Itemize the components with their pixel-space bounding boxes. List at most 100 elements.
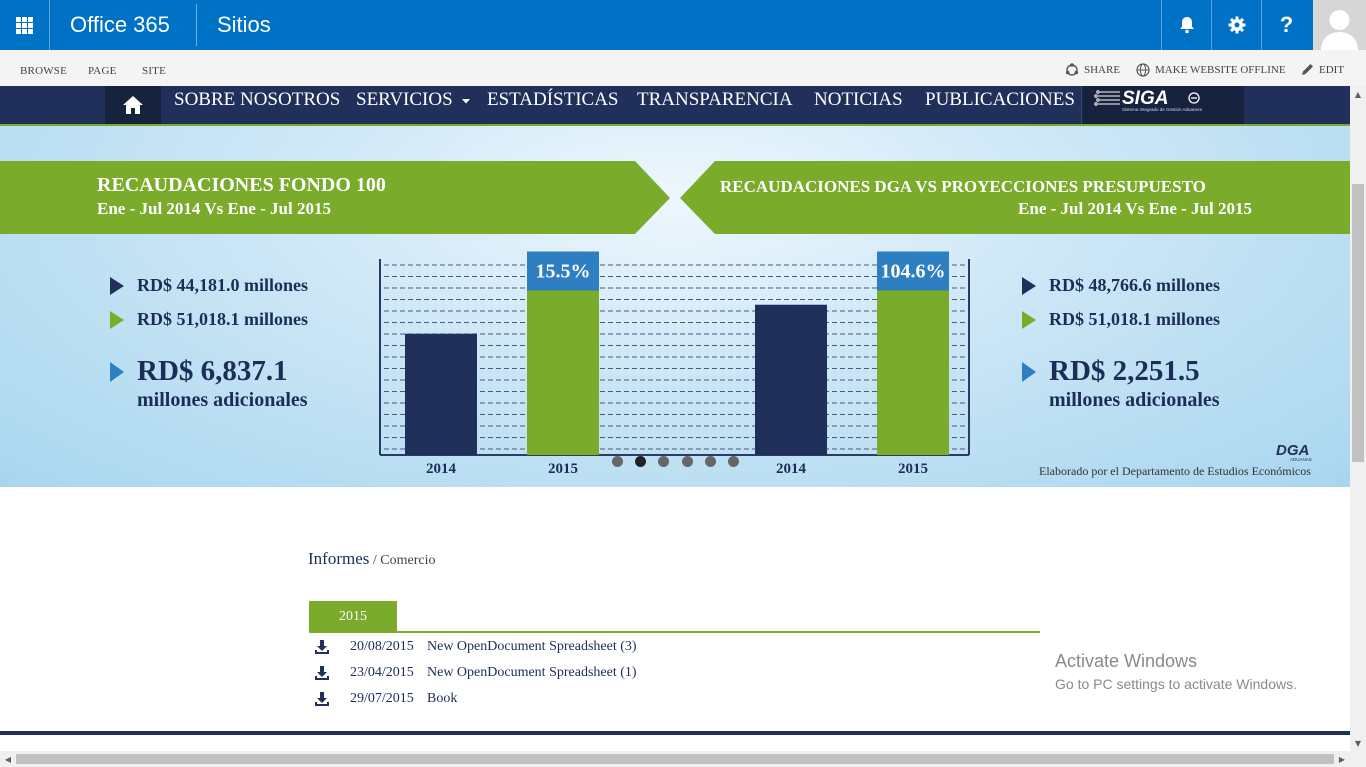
blue-triangle-icon	[1022, 362, 1036, 382]
user-avatar[interactable]	[1313, 0, 1366, 50]
siga-logo: SIGA Sistema Integrado de Gestión Aduane…	[1094, 88, 1203, 112]
scroll-right-arrow-icon[interactable]: ▶	[1338, 754, 1346, 764]
bar-2014	[405, 333, 477, 455]
data-label-box	[527, 251, 599, 291]
ribbon-tab-browse[interactable]: BROWSE	[20, 65, 68, 77]
horizontal-scroll-thumb[interactable]	[16, 754, 1334, 764]
app-launcher-button[interactable]	[0, 0, 50, 50]
left-additional-label: millones adicionales	[137, 389, 308, 411]
slide-dot[interactable]	[728, 456, 739, 467]
nav-item-servicios[interactable]: SERVICIOS	[356, 89, 471, 111]
bar-charts: 2014 2015 15.5% 2014 2015 104.6%	[379, 251, 970, 477]
breadcrumb: Informes / Comercio	[308, 549, 435, 569]
office365-suite-bar: Office 365 Sitios ?	[0, 0, 1366, 50]
download-icon[interactable]	[314, 639, 330, 655]
edit-button[interactable]: EDIT	[1301, 63, 1344, 76]
green-triangle-icon	[110, 311, 124, 329]
right-banner-subtitle: Ene - Jul 2014 Vs Ene - Jul 2015	[1018, 199, 1252, 218]
nav-item-noticias[interactable]: NOTICIAS	[814, 89, 903, 110]
banner-credit: Elaborado por el Departamento de Estudio…	[1039, 464, 1311, 478]
right-title-ribbon	[680, 161, 1350, 234]
scroll-up-arrow-icon[interactable]: ▲	[1354, 89, 1362, 99]
bar-2015	[877, 290, 949, 455]
horizontal-scrollbar[interactable]: ◀ ▶	[0, 751, 1366, 767]
file-list-item: 29/07/2015 Book	[314, 689, 457, 709]
statistics-banner-slide[interactable]: RECAUDACIONES FONDO 100 Ene - Jul 2014 V…	[0, 126, 1350, 487]
home-nav-button[interactable]	[105, 86, 161, 124]
bell-icon	[1179, 17, 1194, 34]
siga-logo-subtitle: Sistema Integrado de Gestión Aduanera	[1122, 107, 1203, 112]
slide-dot[interactable]	[635, 456, 647, 467]
banner-ribbons	[0, 161, 1350, 234]
windows-activation-watermark: Activate Windows Go to PC settings to ac…	[1055, 651, 1297, 692]
file-link[interactable]: New OpenDocument Spreadsheet (1)	[427, 665, 637, 680]
globe-icon	[1136, 63, 1150, 77]
file-date: 23/04/2015	[350, 665, 414, 680]
pencil-icon	[1302, 64, 1313, 75]
slide-dot[interactable]	[658, 456, 670, 467]
left-banner-title: RECAUDACIONES FONDO 100	[97, 174, 386, 196]
caret-down-icon	[462, 98, 471, 104]
suite-section-link[interactable]: Sitios	[217, 12, 271, 37]
file-list-item: 23/04/2015 New OpenDocument Spreadsheet …	[314, 663, 637, 683]
share-icon	[1065, 63, 1079, 76]
right-stat-2015: RD$ 51,018.1 millones	[1049, 309, 1220, 329]
help-button[interactable]: ?	[1261, 0, 1311, 50]
suite-brand[interactable]: Office 365	[70, 12, 170, 37]
site-navigation-accent	[0, 124, 1350, 126]
green-triangle-icon	[1022, 311, 1036, 329]
ribbon-bar: BROWSE PAGE SITE SHARE MAKE WEBSITE OFFL…	[0, 50, 1366, 86]
footer-band	[0, 731, 1350, 735]
bar-2015	[527, 290, 599, 455]
nav-item-sobre-nosotros[interactable]: SOBRE NOSOTROS	[174, 89, 341, 110]
nav-item-publicaciones[interactable]: PUBLICACIONES	[925, 89, 1075, 110]
home-icon	[123, 96, 143, 114]
scroll-down-arrow-icon[interactable]: ▼	[1354, 738, 1362, 748]
slide-dot[interactable]	[612, 456, 623, 467]
notifications-button[interactable]	[1161, 0, 1211, 50]
dga-logo: DGA ADUANAS	[1276, 442, 1312, 462]
slide-dot[interactable]	[681, 456, 693, 467]
user-silhouette-icon	[1321, 10, 1358, 50]
left-stat-2014: RD$ 44,181.0 millones	[137, 275, 308, 295]
file-link[interactable]: New OpenDocument Spreadsheet (3)	[427, 639, 637, 654]
vertical-scrollbar[interactable]: ▲ ▼	[1350, 86, 1366, 751]
edit-label: EDIT	[1319, 63, 1345, 76]
suite-divider	[196, 4, 197, 46]
bar-category-label: 2015	[548, 461, 578, 477]
bar-2014	[755, 304, 827, 455]
nav-item-estadisticas[interactable]: ESTADÍSTICAS	[487, 89, 619, 110]
slide-dot[interactable]	[704, 456, 716, 467]
tab-underline	[309, 631, 1040, 633]
gear-icon	[1228, 16, 1245, 34]
ribbon-tab-site[interactable]: SITE	[142, 65, 167, 77]
breadcrumb-current: Comercio	[380, 553, 436, 568]
make-offline-label: MAKE WEBSITE OFFLINE	[1155, 64, 1286, 76]
bar-category-label: 2014	[776, 461, 807, 477]
left-stat-2015: RD$ 51,018.1 millones	[137, 309, 308, 329]
file-date: 29/07/2015	[350, 691, 414, 706]
make-offline-button[interactable]: MAKE WEBSITE OFFLINE	[1136, 63, 1286, 77]
file-link[interactable]: Book	[427, 691, 458, 706]
navy-triangle-icon	[1022, 277, 1036, 295]
watermark-title: Activate Windows	[1055, 651, 1198, 671]
dga-logo-subtitle: ADUANAS	[1290, 457, 1312, 462]
download-icon[interactable]	[314, 691, 330, 707]
scroll-left-arrow-icon[interactable]: ◀	[4, 754, 12, 764]
right-stat-2014: RD$ 48,766.6 millones	[1049, 275, 1220, 295]
data-label-box	[877, 251, 949, 291]
breadcrumb-parent[interactable]: Informes	[308, 549, 370, 568]
right-banner-title: RECAUDACIONES DGA VS PROYECCIONES PRESUP…	[720, 177, 1206, 196]
watermark-subtitle: Go to PC settings to activate Windows.	[1055, 676, 1297, 692]
file-date: 20/08/2015	[350, 639, 414, 654]
left-banner-subtitle: Ene - Jul 2014 Vs Ene - Jul 2015	[97, 199, 331, 218]
settings-button[interactable]	[1211, 0, 1261, 50]
file-list-item: 20/08/2015 New OpenDocument Spreadsheet …	[314, 637, 637, 657]
nav-item-transparencia[interactable]: TRANSPARENCIA	[637, 89, 793, 110]
share-button[interactable]: SHARE	[1065, 63, 1120, 77]
year-tab-2015[interactable]: 2015	[309, 601, 397, 632]
vertical-scroll-thumb[interactable]	[1352, 184, 1364, 462]
download-icon[interactable]	[314, 665, 330, 681]
ribbon-tab-page[interactable]: PAGE	[88, 65, 117, 77]
siga-logo-link[interactable]: SIGA Sistema Integrado de Gestión Aduane…	[1081, 86, 1244, 124]
